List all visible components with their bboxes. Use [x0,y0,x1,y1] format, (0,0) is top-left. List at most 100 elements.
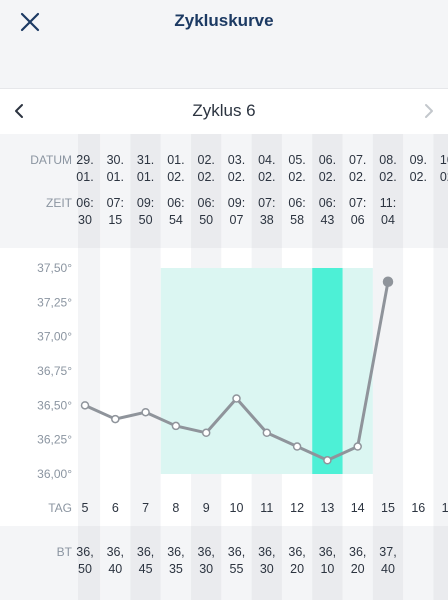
bt-value: 36, [258,545,275,559]
temperature-point[interactable] [232,394,241,403]
chart-column-stripe [403,248,434,526]
y-axis-tick-label: 36,50° [37,398,72,412]
date-column-stripe [433,134,448,248]
date-value: 02. [167,170,184,184]
date-value: 03. [228,153,245,167]
bt-value: 35 [169,562,183,576]
time-value: 11: [380,196,396,210]
time-value: 06 [351,213,365,227]
time-value: 07: [258,196,275,210]
day-value: 12 [290,501,304,515]
date-value: 02. [198,170,215,184]
date-value: 01. [107,170,124,184]
ovulation-day-highlight [312,268,343,474]
date-value: 02. [440,170,448,184]
temperature-point[interactable] [353,442,362,451]
bt-column-stripe [342,526,373,600]
temperature-point[interactable] [292,442,302,451]
chevron-left-icon[interactable] [12,103,28,119]
date-column-stripe [372,134,404,248]
y-axis-tick-label: 37,50° [37,261,72,275]
close-icon[interactable] [18,10,42,34]
bt-value: 20 [290,562,304,576]
date-value: 02. [379,170,396,184]
chart-column-stripe [372,248,404,526]
time-value: 07 [230,213,244,227]
date-value: 09. [410,153,427,167]
chart-column-stripe [433,248,448,526]
bt-value: 36, [319,545,336,559]
temperature-point[interactable] [80,401,90,410]
time-value: 43 [320,213,334,227]
bt-value: 36, [228,545,245,559]
time-row-label: ZEIT [46,196,73,210]
time-value: 09: [137,196,154,210]
bt-value: 36, [167,545,184,559]
time-value: 30 [78,213,92,227]
bt-value: 40 [108,562,122,576]
temperature-point[interactable] [382,276,394,287]
time-value: 07: [107,196,124,210]
label-gutter [0,526,78,600]
date-column-stripe [191,134,222,248]
bt-value: 36, [137,545,154,559]
day-value: 16 [411,501,425,515]
bt-column-stripe [281,526,313,600]
temperature-point[interactable] [323,456,332,465]
bt-value: 37, [379,545,396,559]
date-value: 02. [258,170,275,184]
bt-column-stripe [312,526,343,600]
temperature-point[interactable] [141,407,150,417]
temperature-point[interactable] [111,414,120,424]
bt-value: 36, [288,545,305,559]
day-value: 8 [172,501,179,515]
date-value: 07. [349,153,366,167]
date-value: 10. [440,153,448,167]
bt-column-stripe [130,526,161,600]
day-value: 15 [381,501,395,515]
page-title: Zykluskurve [174,11,274,30]
time-value: 06: [319,196,336,210]
date-value: 01. [76,170,93,184]
date-value: 06. [319,153,336,167]
cycle-navigation: Zyklus 6 [0,88,448,136]
bt-column-stripe [191,526,222,600]
chart-column-stripe [130,248,161,526]
date-value: 05. [288,153,305,167]
date-column-stripe [281,134,313,248]
time-value: 09: [228,196,245,210]
date-column-stripe [403,134,434,248]
date-value: 08. [379,153,396,167]
temperature-point[interactable] [201,428,211,438]
bt-column-stripe [251,526,282,600]
bt-row-label: BT [57,545,73,559]
time-value: 50 [139,213,153,227]
chevron-right-icon[interactable] [420,103,436,119]
y-axis-tick-label: 36,75° [37,364,72,378]
bt-value: 10 [320,562,334,576]
day-value: 14 [351,501,365,515]
bt-value: 36, [76,545,93,559]
label-gutter [0,248,78,526]
day-value: 13 [320,501,334,515]
day-value: 6 [112,501,119,515]
y-axis-tick-label: 36,00° [37,467,72,481]
day-value: 17 [442,501,448,515]
day-value: 10 [230,501,244,515]
date-row-label: DATUM [30,153,72,167]
time-value: 06: [198,196,215,210]
bt-column-stripe [160,526,192,600]
date-column-stripe [160,134,192,248]
temperature-point[interactable] [262,428,272,438]
date-value: 02. [319,170,336,184]
bt-column-stripe [372,526,404,600]
date-column-stripe [100,134,131,248]
bt-column-stripe [221,526,252,600]
time-value: 06: [167,196,184,210]
date-value: 04. [258,153,275,167]
bt-value: 36, [349,545,366,559]
time-value: 04 [381,213,395,227]
bt-value: 36, [198,545,215,559]
temperature-point[interactable] [171,421,181,431]
date-value: 02. [410,170,427,184]
